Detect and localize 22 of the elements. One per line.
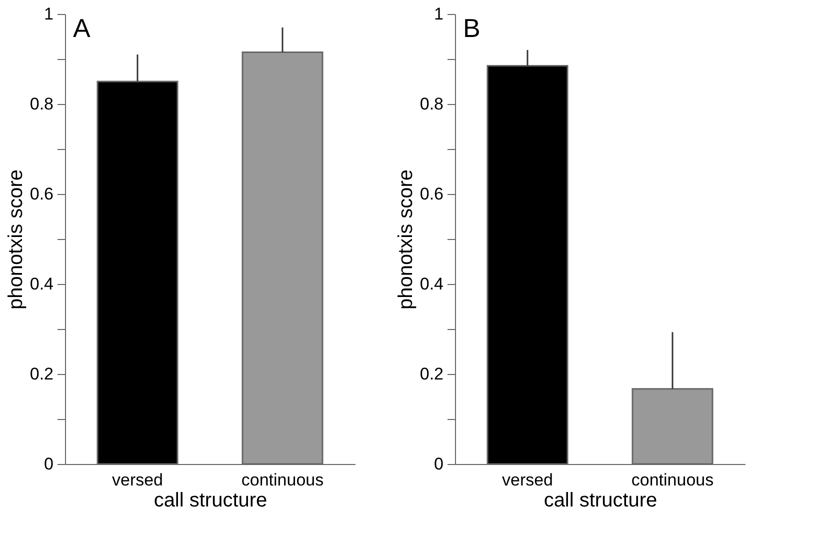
y-tick-label: 0: [434, 454, 444, 474]
x-tick-label: continuous: [241, 470, 324, 490]
x-axis-title: call structure: [154, 490, 268, 512]
y-tick-label: 0.2: [30, 364, 54, 384]
x-tick-label: versed: [502, 470, 554, 490]
y-axis-title: phonotxis score: [4, 169, 27, 310]
y-tick-label: 0.6: [30, 184, 54, 204]
y-tick-label: 0.2: [420, 364, 444, 384]
x-tick-label: versed: [112, 470, 164, 490]
y-axis-title: phonotxis score: [394, 169, 417, 310]
y-tick-label: 0.4: [30, 274, 54, 294]
y-tick-label: 0.8: [30, 94, 54, 114]
x-tick-label: continuous: [631, 470, 714, 490]
chart-title: B: [463, 13, 480, 43]
y-tick-label: 0.8: [420, 94, 444, 114]
chart-title: A: [73, 13, 91, 43]
y-tick-label: 1: [44, 4, 54, 24]
x-axis-title: call structure: [544, 490, 658, 512]
y-tick-label: 0.6: [420, 184, 444, 204]
y-tick-label: 0: [44, 454, 54, 474]
y-tick-label: 0.4: [420, 274, 444, 294]
y-tick-label: 1: [434, 4, 444, 24]
